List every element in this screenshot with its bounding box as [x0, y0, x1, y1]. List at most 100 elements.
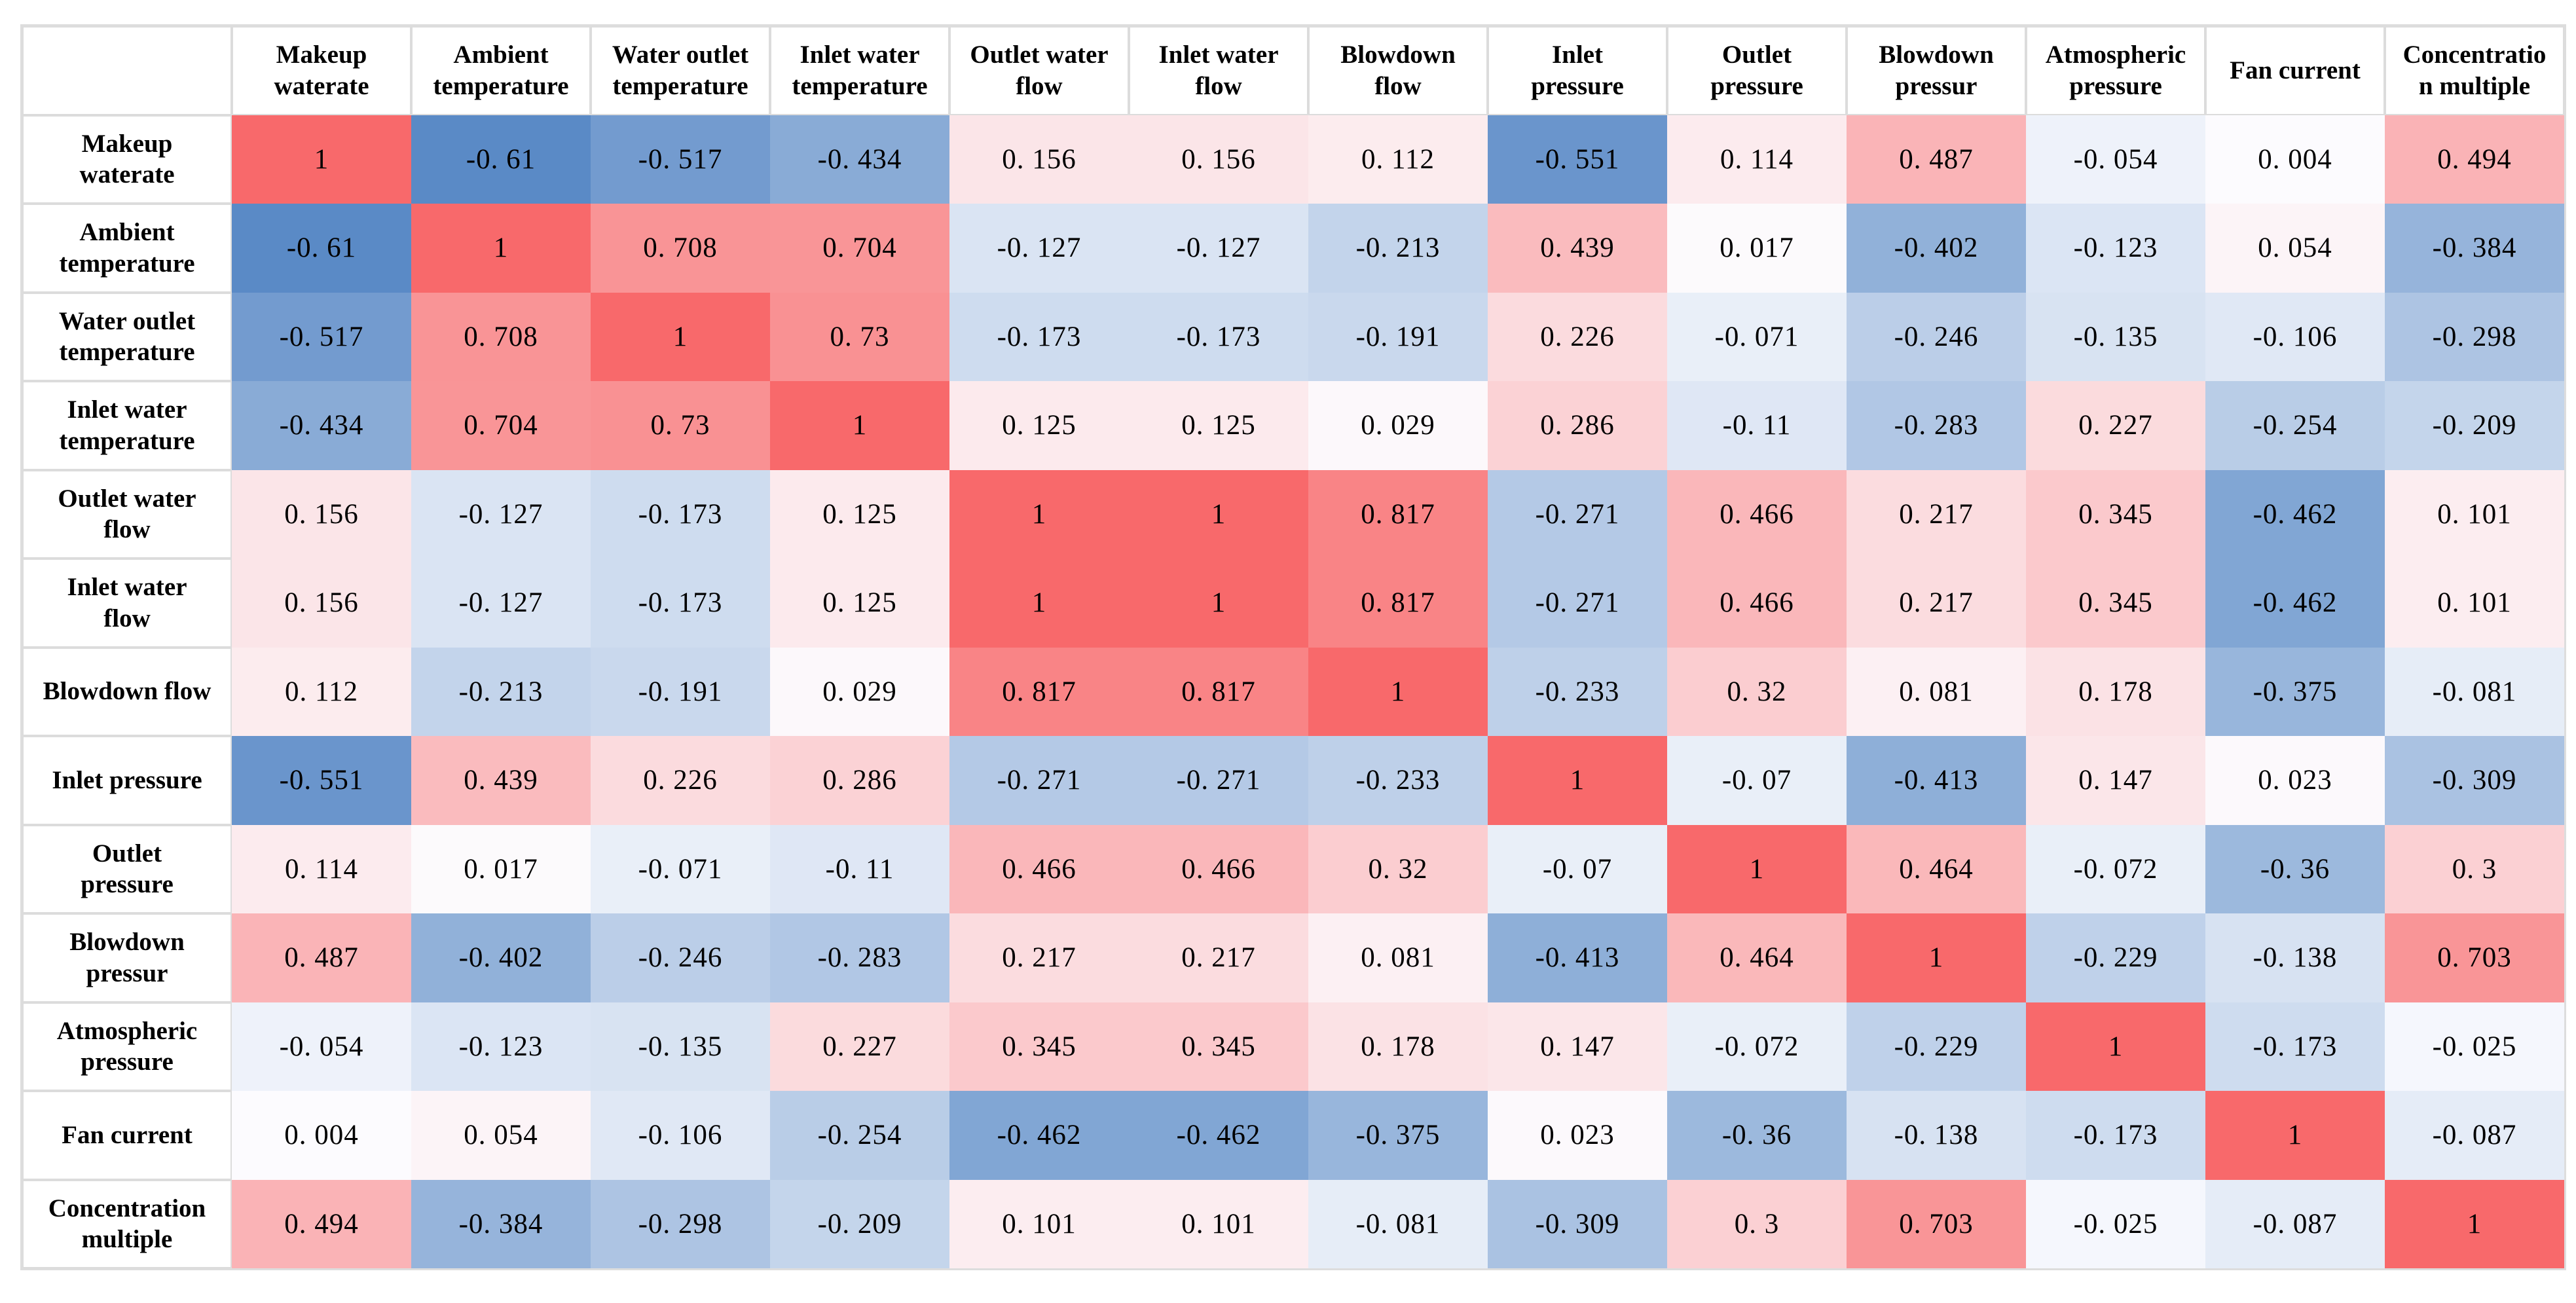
- matrix-cell: -0. 384: [411, 1179, 591, 1268]
- matrix-cell: 0. 494: [232, 1179, 411, 1268]
- matrix-cell: -0. 375: [1308, 1091, 1488, 1180]
- matrix-cell: 0. 708: [411, 292, 591, 381]
- matrix-cell: -0. 384: [2385, 204, 2564, 293]
- matrix-cell: 0. 466: [1667, 469, 1847, 559]
- matrix-cell: 0. 73: [770, 292, 949, 381]
- matrix-cell: -0. 127: [411, 469, 591, 559]
- matrix-cell: 0. 817: [1308, 559, 1488, 648]
- matrix-cell: -0. 462: [2205, 559, 2385, 648]
- matrix-cell: -0. 283: [1847, 381, 2026, 470]
- matrix-cell: 0. 147: [1488, 1002, 1667, 1091]
- matrix-cell: -0. 07: [1488, 824, 1667, 913]
- matrix-cell: 1: [770, 381, 949, 470]
- matrix-cell: -0. 106: [2205, 292, 2385, 381]
- matrix-cell: -0. 271: [1488, 559, 1667, 648]
- matrix-cell: -0. 402: [411, 913, 591, 1002]
- column-header: Water outlet temperature: [591, 26, 770, 115]
- row-header: Inlet water temperature: [22, 381, 232, 470]
- matrix-cell: 0. 439: [1488, 204, 1667, 293]
- matrix-cell: 1: [1308, 647, 1488, 736]
- correlation-matrix-table: Makeup waterate Ambient temperature Water …: [20, 24, 2566, 1270]
- row-header: Fan current: [22, 1091, 232, 1180]
- matrix-cell: -0. 173: [2026, 1091, 2205, 1180]
- matrix-cell: 0. 817: [1129, 647, 1308, 736]
- matrix-cell: 0. 125: [770, 469, 949, 559]
- matrix-cell: 0. 703: [2385, 913, 2564, 1002]
- matrix-cell: -0. 229: [2026, 913, 2205, 1002]
- matrix-cell: -0. 071: [591, 824, 770, 913]
- row-header: Concentration multiple: [22, 1179, 232, 1268]
- matrix-cell: 0. 217: [949, 913, 1129, 1002]
- matrix-cell: 0. 703: [1847, 1179, 2026, 1268]
- matrix-cell: -0. 07: [1667, 736, 1847, 825]
- row-header: Outlet pressure: [22, 824, 232, 913]
- row-header: Blowdown pressur: [22, 913, 232, 1002]
- row-header: Inlet pressure: [22, 736, 232, 825]
- matrix-cell: -0. 081: [2385, 647, 2564, 736]
- matrix-cell: -0. 402: [1847, 204, 2026, 293]
- matrix-cell: 1: [2385, 1179, 2564, 1268]
- column-header: Outlet water flow: [949, 26, 1129, 115]
- matrix-cell: 1: [949, 469, 1129, 559]
- matrix-cell: -0. 135: [2026, 292, 2205, 381]
- matrix-cell: 0. 464: [1847, 824, 2026, 913]
- matrix-cell: -0. 271: [1488, 469, 1667, 559]
- matrix-cell: 0. 704: [770, 204, 949, 293]
- column-header: Blowdown flow: [1308, 26, 1488, 115]
- matrix-cell: 0. 125: [1129, 381, 1308, 470]
- matrix-cell: 0. 156: [1129, 115, 1308, 204]
- matrix-cell: 0. 494: [2385, 115, 2564, 204]
- matrix-cell: 0. 125: [949, 381, 1129, 470]
- row-header: Ambient temperature: [22, 204, 232, 293]
- matrix-cell: 1: [949, 559, 1129, 648]
- column-header: Concentratio n multiple: [2385, 26, 2564, 115]
- matrix-cell: -0. 298: [591, 1179, 770, 1268]
- matrix-cell: -0. 173: [591, 469, 770, 559]
- matrix-cell: 0. 178: [2026, 647, 2205, 736]
- row-header: Atmospheric pressure: [22, 1002, 232, 1091]
- column-header: Outlet pressure: [1667, 26, 1847, 115]
- matrix-cell: 0. 286: [1488, 381, 1667, 470]
- matrix-cell: 1: [1667, 824, 1847, 913]
- matrix-cell: -0. 462: [2205, 469, 2385, 559]
- matrix-cell: 0. 817: [949, 647, 1129, 736]
- matrix-cell: 0. 101: [949, 1179, 1129, 1268]
- matrix-cell: 0. 023: [1488, 1091, 1667, 1180]
- matrix-cell: 0. 112: [1308, 115, 1488, 204]
- matrix-cell: -0. 254: [2205, 381, 2385, 470]
- matrix-cell: 0. 487: [1847, 115, 2026, 204]
- matrix-cell: 0. 029: [770, 647, 949, 736]
- matrix-cell: 0. 217: [1129, 913, 1308, 1002]
- matrix-cell: 1: [1847, 913, 2026, 1002]
- matrix-cell: -0. 271: [1129, 736, 1308, 825]
- matrix-cell: -0. 173: [1129, 292, 1308, 381]
- matrix-cell: 0. 227: [2026, 381, 2205, 470]
- matrix-cell: 0. 112: [232, 647, 411, 736]
- matrix-cell: 0. 32: [1667, 647, 1847, 736]
- row-header: Outlet water flow: [22, 469, 232, 559]
- matrix-cell: -0. 462: [1129, 1091, 1308, 1180]
- column-header: Blowdown pressur: [1847, 26, 2026, 115]
- matrix-cell: 0. 464: [1667, 913, 1847, 1002]
- matrix-cell: -0. 375: [2205, 647, 2385, 736]
- matrix-cell: -0. 434: [770, 115, 949, 204]
- matrix-cell: 1: [1129, 469, 1308, 559]
- matrix-cell: 0. 217: [1847, 469, 2026, 559]
- matrix-cell: 0. 704: [411, 381, 591, 470]
- matrix-cell: 0. 017: [1667, 204, 1847, 293]
- matrix-cell: -0. 025: [2385, 1002, 2564, 1091]
- matrix-cell: -0. 434: [232, 381, 411, 470]
- matrix-cell: 0. 3: [1667, 1179, 1847, 1268]
- matrix-cell: 0. 178: [1308, 1002, 1488, 1091]
- matrix-cell: 0. 345: [2026, 559, 2205, 648]
- matrix-cell: -0. 413: [1488, 913, 1667, 1002]
- column-header: Atmospheric pressure: [2026, 26, 2205, 115]
- matrix-cell: -0. 309: [1488, 1179, 1667, 1268]
- matrix-cell: -0. 081: [1308, 1179, 1488, 1268]
- matrix-cell: -0. 413: [1847, 736, 2026, 825]
- matrix-cell: 0. 029: [1308, 381, 1488, 470]
- matrix-cell: -0. 271: [949, 736, 1129, 825]
- matrix-cell: -0. 233: [1308, 736, 1488, 825]
- corner-cell: [22, 26, 232, 115]
- matrix-cell: -0. 123: [411, 1002, 591, 1091]
